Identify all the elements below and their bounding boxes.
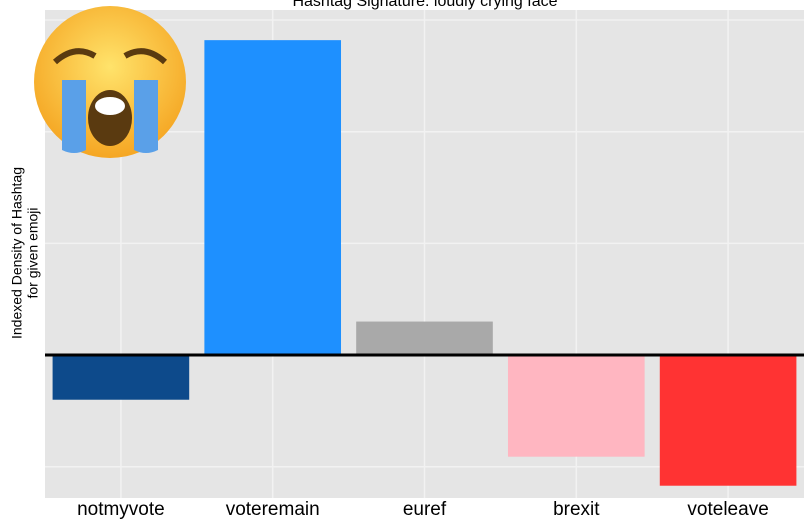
y-axis-label: for given emoji — [25, 207, 41, 298]
bar — [204, 40, 342, 356]
bar — [356, 321, 493, 356]
bars — [52, 40, 797, 486]
bar — [659, 355, 797, 486]
x-tick-label: euref — [403, 499, 447, 520]
bar — [52, 355, 190, 400]
x-tick-label: voteremain — [226, 499, 320, 520]
x-tick-label: notmyvote — [77, 499, 165, 520]
chart-title: Hashtag Signature: loudly crying face — [292, 0, 557, 10]
x-tick-label: voteleave — [687, 499, 768, 520]
emoji — [34, 6, 186, 158]
bar — [507, 355, 645, 457]
x-tick-label: brexit — [553, 499, 600, 520]
y-axis-label: Indexed Density of Hashtag — [9, 167, 25, 339]
